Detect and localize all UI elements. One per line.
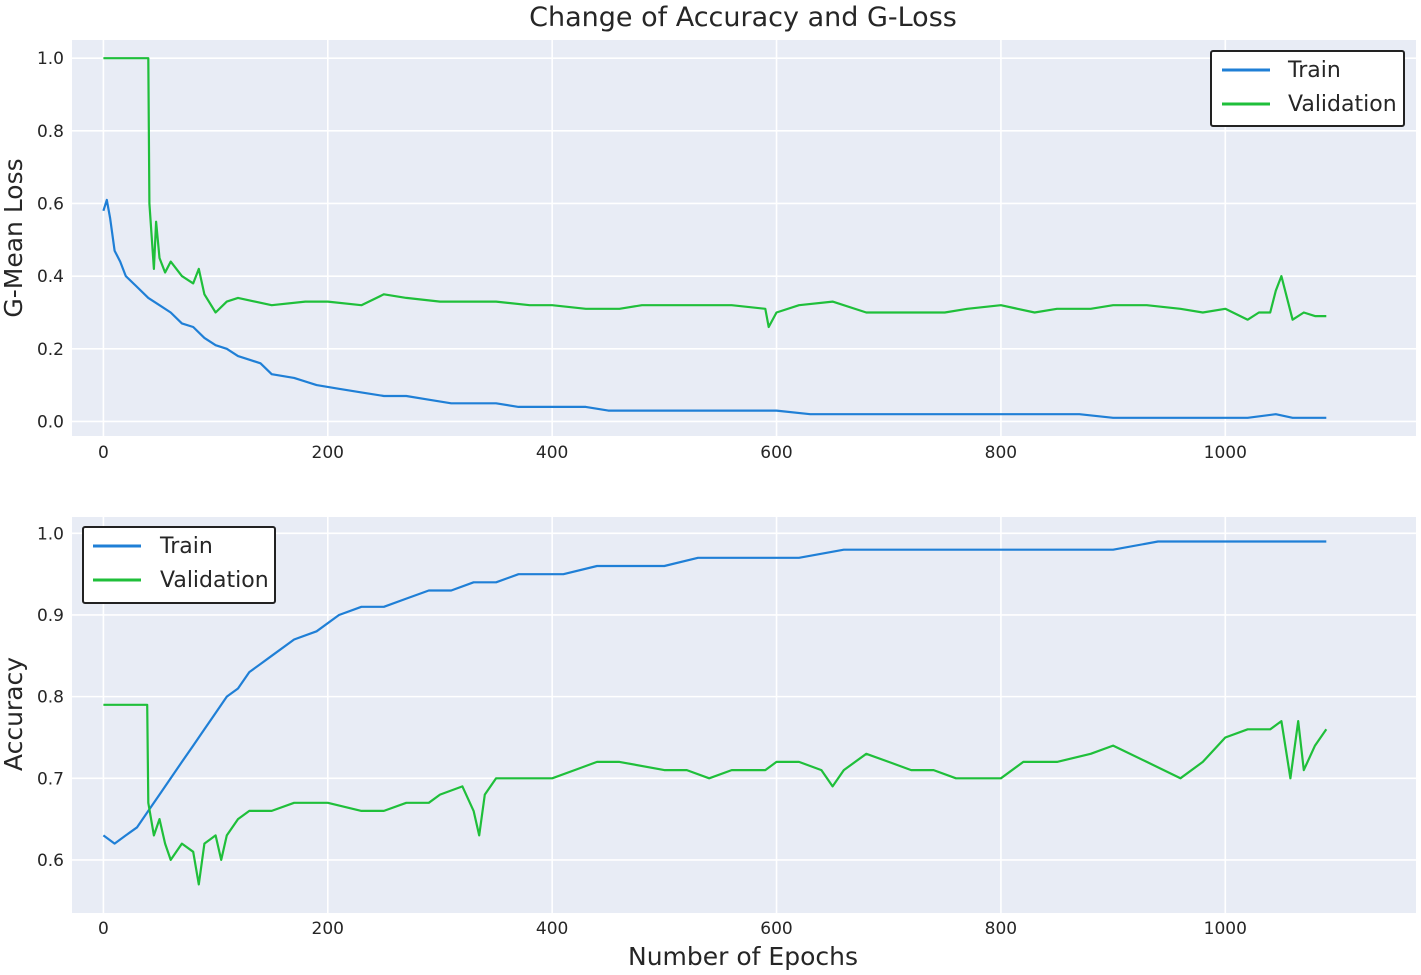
loss-y-axis-label: G-Mean Loss [0, 158, 28, 317]
accuracy-legend-train-label: Train [159, 534, 213, 559]
accuracy-legend: Train Validation [82, 526, 276, 604]
loss-panel: 0 200 400 600 800 1000 0.0 0.2 0.4 0.6 0.8 1.0 G-M… [0, 40, 1416, 463]
accuracy-x-tick-label: 200 [312, 919, 344, 939]
loss-grid [72, 40, 1416, 436]
loss-train-line [102, 198, 1327, 419]
loss-x-tick-label: 400 [536, 443, 568, 463]
accuracy-x-tick-label: 400 [536, 919, 568, 939]
loss-legend-validation-label: Validation [1288, 92, 1397, 117]
loss-x-ticks: 0 200 400 600 800 1000 [98, 443, 1247, 463]
accuracy-legend-validation-label: Validation [160, 568, 269, 593]
accuracy-validation-line [103, 703, 1328, 886]
accuracy-x-tick-label: 800 [985, 919, 1017, 939]
accuracy-y-tick-label: 0.7 [37, 769, 64, 789]
loss-x-tick-label: 600 [760, 443, 792, 463]
accuracy-x-tick-label: 0 [98, 919, 109, 939]
loss-x-tick-label: 0 [98, 443, 109, 463]
loss-x-tick-label: 800 [985, 443, 1017, 463]
loss-y-ticks: 0.0 0.2 0.4 0.6 0.8 1.0 [37, 49, 64, 432]
accuracy-y-ticks: 0.6 0.7 0.8 0.9 1.0 [37, 524, 64, 871]
accuracy-y-tick-label: 0.9 [37, 606, 64, 626]
accuracy-panel: 0 200 400 600 800 1000 0.6 0.7 0.8 0.9 1.0 Accura… [0, 517, 1416, 939]
loss-y-tick-label: 1.0 [37, 49, 64, 69]
accuracy-y-tick-label: 0.8 [37, 688, 64, 708]
accuracy-series [102, 540, 1328, 886]
accuracy-plot-area [72, 517, 1416, 913]
loss-series [102, 57, 1327, 419]
loss-legend-train-label: Train [1287, 58, 1341, 83]
loss-x-tick-label: 1000 [1204, 443, 1247, 463]
loss-validation-line [103, 57, 1327, 329]
loss-y-tick-label: 0.4 [37, 267, 64, 287]
x-axis-label: Number of Epochs [628, 942, 858, 971]
figure-title: Change of Accuracy and G-Loss [529, 2, 957, 33]
loss-y-tick-label: 0.8 [37, 122, 64, 142]
accuracy-y-tick-label: 0.6 [37, 851, 64, 871]
loss-y-tick-label: 0.2 [37, 340, 64, 360]
accuracy-y-tick-label: 1.0 [37, 524, 64, 544]
accuracy-grid [72, 517, 1416, 913]
accuracy-x-ticks: 0 200 400 600 800 1000 [98, 919, 1247, 939]
loss-x-tick-label: 200 [312, 443, 344, 463]
accuracy-x-tick-label: 1000 [1204, 919, 1247, 939]
loss-plot-area [72, 40, 1416, 436]
loss-y-tick-label: 0.6 [37, 194, 64, 214]
accuracy-x-tick-label: 600 [760, 919, 792, 939]
accuracy-y-axis-label: Accuracy [0, 657, 28, 771]
loss-y-tick-label: 0.0 [37, 412, 64, 432]
accuracy-train-line [102, 540, 1327, 845]
loss-legend: Train Validation [1210, 50, 1405, 127]
